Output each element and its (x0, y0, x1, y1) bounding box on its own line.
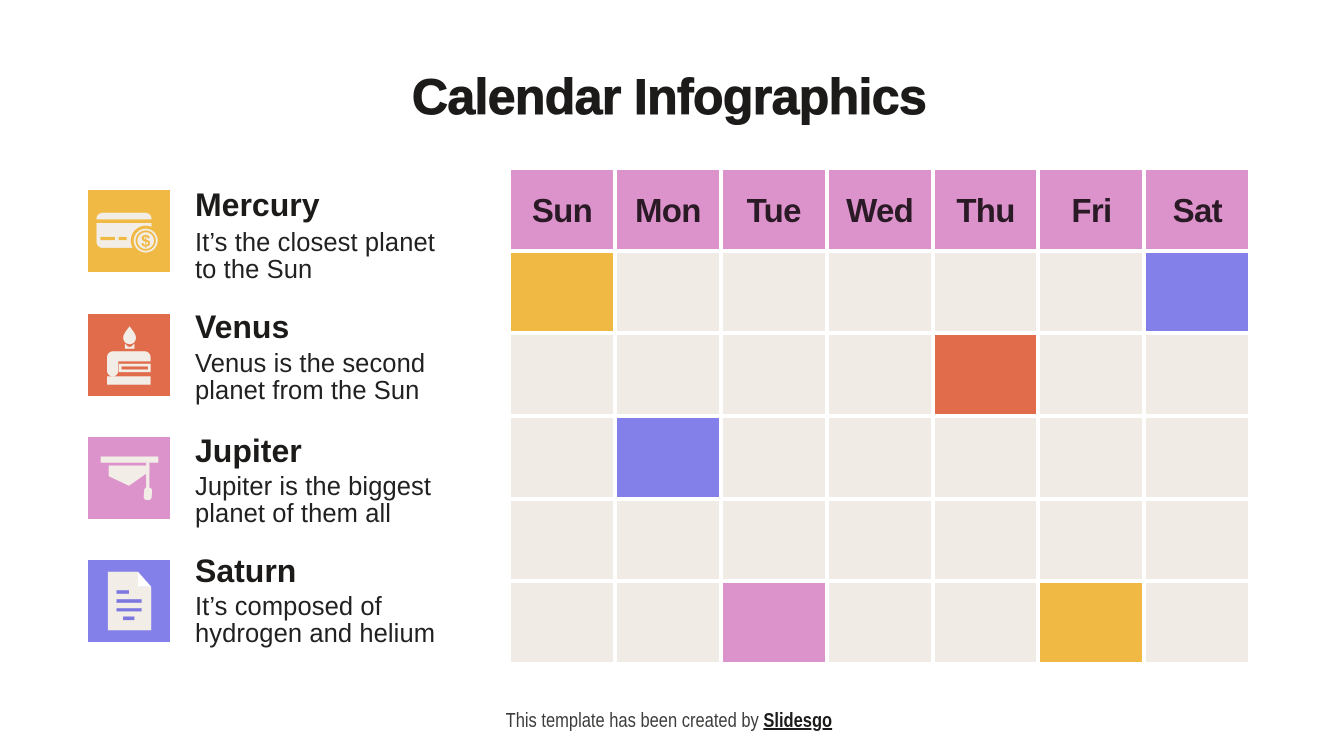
svg-text:$: $ (141, 233, 150, 251)
